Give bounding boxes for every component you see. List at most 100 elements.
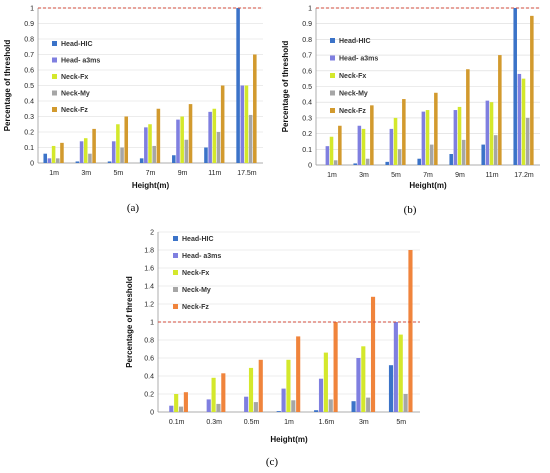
bar <box>323 352 328 412</box>
y-tick-label: 0.6 <box>302 68 312 75</box>
legend-label: Head-HIC <box>339 38 371 45</box>
x-tick-label: 9m <box>455 172 465 179</box>
bar <box>393 322 398 412</box>
y-tick-label: 0.1 <box>24 145 34 152</box>
bar <box>365 158 370 165</box>
bar <box>325 146 330 165</box>
bar <box>389 128 394 165</box>
bar <box>248 114 253 163</box>
legend-swatch <box>52 74 57 79</box>
bar <box>111 141 116 163</box>
bar <box>356 358 361 412</box>
bar <box>206 399 211 412</box>
x-tick-label: 17.5m <box>237 170 257 177</box>
bar <box>178 406 184 412</box>
bar <box>152 145 156 163</box>
bar <box>457 106 462 165</box>
bar <box>361 128 366 165</box>
bar <box>425 110 430 165</box>
bar <box>291 400 296 412</box>
bar <box>328 399 333 412</box>
legend-swatch <box>330 108 335 113</box>
legend-label: Neck-My <box>339 91 368 98</box>
y-tick-label: 0.5 <box>24 83 34 90</box>
bar <box>286 359 291 412</box>
bar <box>525 117 530 165</box>
legend-label: Neck-Fz <box>61 107 88 114</box>
x-tick-label: 3m <box>81 170 91 177</box>
y-tick-label: 0.3 <box>24 114 34 121</box>
chart-panel-3: 0 0.2 0.4 0.6 0.8 1 1.2 1.4 1.6 1.8 2 0.1m 0.3m 0.5m 1… <box>125 230 420 468</box>
legend-swatch <box>52 107 57 112</box>
legend-swatch <box>330 55 335 61</box>
bar <box>220 85 225 163</box>
legend-swatch <box>330 73 335 78</box>
bar <box>498 55 502 165</box>
bar <box>393 117 398 165</box>
panel-label: (a) <box>127 202 140 214</box>
bar <box>318 378 324 412</box>
bar <box>353 163 357 165</box>
y-tick-label: 1.8 <box>144 248 154 255</box>
bar <box>466 69 470 165</box>
bar <box>184 139 189 163</box>
legend-label: Neck-Fx <box>339 73 366 80</box>
bar <box>47 158 52 163</box>
legend-swatch <box>173 236 178 241</box>
y-tick-label: 0 <box>150 410 154 417</box>
bar <box>493 135 498 165</box>
legend-label: Head- a3ms <box>182 253 221 260</box>
y-tick-label: 0.4 <box>144 374 154 381</box>
bar <box>370 105 374 165</box>
x-tick-label: 11m <box>485 172 498 179</box>
bar <box>75 161 80 163</box>
bar <box>517 73 522 165</box>
bar <box>169 405 174 412</box>
bar <box>148 124 152 163</box>
bar <box>183 392 188 412</box>
bar <box>88 153 92 163</box>
bar <box>188 104 193 163</box>
bar <box>204 147 208 163</box>
bar <box>240 85 245 163</box>
bar <box>388 365 394 412</box>
bar <box>429 144 434 165</box>
y-tick-label: 1.6 <box>144 266 154 273</box>
legend-swatch <box>52 57 57 63</box>
bar <box>43 153 48 163</box>
bar <box>333 160 338 165</box>
bar <box>434 92 438 165</box>
bar <box>253 402 258 412</box>
y-tick-label: 0.2 <box>24 130 34 137</box>
y-tick-label: 1 <box>30 6 34 13</box>
x-tick-label: 5m <box>113 170 123 177</box>
bar <box>329 136 334 165</box>
y-tick-label: 1.2 <box>144 302 154 309</box>
y-tick-label: 0.8 <box>302 37 312 44</box>
bar <box>385 161 389 165</box>
bar <box>421 111 426 165</box>
bar <box>211 377 216 412</box>
legend-label: Neck-Fx <box>182 270 209 277</box>
legend-swatch <box>52 41 57 46</box>
bar <box>51 145 56 163</box>
y-tick-label: 0.7 <box>302 53 312 60</box>
bar <box>314 410 319 412</box>
bar <box>351 401 356 412</box>
y-tick-label: 0.2 <box>144 392 154 399</box>
y-tick-label: 0.7 <box>24 52 34 59</box>
bar <box>417 158 421 165</box>
x-axis-title: Height(m) <box>132 181 170 190</box>
legend-label: Neck-My <box>61 91 90 98</box>
bar <box>92 128 96 163</box>
x-tick-label: 17.2m <box>514 172 534 179</box>
x-tick-label: 7m <box>146 170 156 177</box>
bar <box>258 359 263 412</box>
legend-swatch <box>330 38 335 43</box>
x-tick-label: 0.5m <box>244 419 260 426</box>
bar <box>408 250 413 412</box>
x-tick-label: 11m <box>208 170 221 177</box>
bar <box>485 100 490 165</box>
bar <box>481 144 485 165</box>
